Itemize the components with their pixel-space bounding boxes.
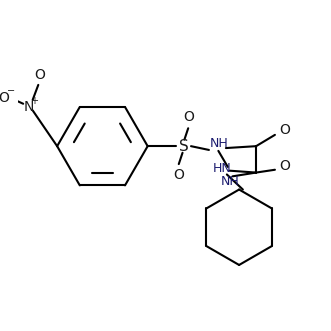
Text: NH: NH bbox=[221, 175, 240, 188]
Text: O: O bbox=[35, 68, 46, 81]
Text: NH: NH bbox=[210, 137, 229, 150]
Text: O: O bbox=[0, 91, 9, 105]
Text: O: O bbox=[279, 159, 290, 173]
Text: O: O bbox=[173, 168, 184, 182]
Text: N: N bbox=[24, 100, 34, 114]
Text: −: − bbox=[7, 86, 15, 97]
Text: +: + bbox=[30, 96, 38, 106]
Text: O: O bbox=[183, 110, 194, 124]
Text: O: O bbox=[279, 123, 290, 137]
Text: HN: HN bbox=[213, 162, 231, 175]
Text: S: S bbox=[179, 139, 188, 154]
